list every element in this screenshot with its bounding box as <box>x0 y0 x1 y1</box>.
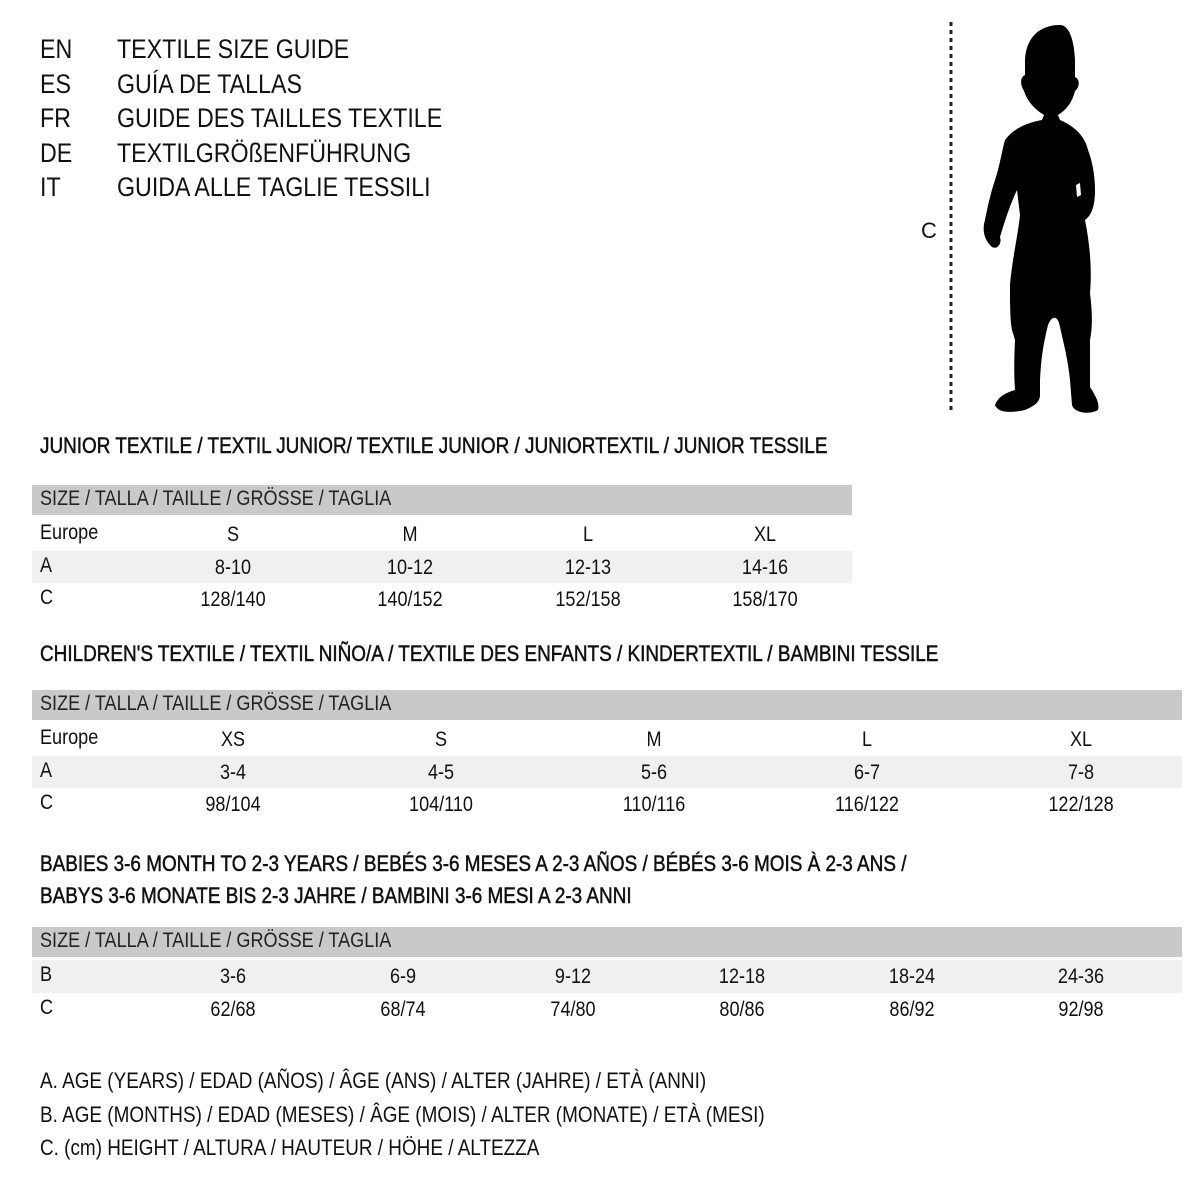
table-cell: 86/92 <box>889 997 935 1021</box>
section-heading: JUNIOR TEXTILE / TEXTIL JUNIOR/ TEXTILE … <box>40 430 956 462</box>
table-header-row: SIZE / TALLA / TAILLE / GRÖSSE / TAGLIA <box>32 485 852 515</box>
row-label: A <box>40 553 53 577</box>
table-cell: 9-12 <box>554 965 592 988</box>
table-row: C 128/140 140/152 152/158 158/170 <box>32 583 852 616</box>
table-cell: 68/74 <box>380 997 426 1021</box>
section-heading-line: BABYS 3-6 MONATE BIS 2-3 JAHRE / BAMBINI… <box>40 883 632 909</box>
table-cell: 98/104 <box>205 793 261 816</box>
table-cell: 5-6 <box>640 760 668 784</box>
table-cell: M <box>646 728 662 751</box>
table-cell: 62/68 <box>210 997 256 1021</box>
child-silhouette-icon <box>949 22 1099 413</box>
table-cell: L <box>861 728 873 751</box>
table-cell: M <box>402 523 418 546</box>
table-cell: 3-4 <box>219 760 247 784</box>
language-code: FR <box>40 103 71 133</box>
language-title: GUIDE DES TAILLES TEXTILE <box>117 103 443 133</box>
table-cell: 92/98 <box>1058 997 1104 1021</box>
table-cell: S <box>226 523 240 546</box>
language-title: GUIDA ALLE TAGLIE TESSILI <box>117 172 431 202</box>
height-measure-label: C <box>921 218 937 243</box>
table-cell: S <box>434 728 448 751</box>
section-heading: BABIES 3-6 MONTH TO 2-3 YEARS / BEBÉS 3-… <box>40 848 1048 912</box>
size-table: SIZE / TALLA / TAILLE / GRÖSSE / TAGLIA B… <box>32 927 1182 1025</box>
table-cell: 8-10 <box>214 555 252 579</box>
language-code: DE <box>40 137 73 168</box>
section-heading-line: BABIES 3-6 MONTH TO 2-3 YEARS / BEBÉS 3-… <box>40 851 907 877</box>
legend-line: A. AGE (YEARS) / EDAD (AÑOS) / ÂGE (ANS)… <box>40 1068 815 1094</box>
table-row: Europe XS S M L XL <box>32 723 1182 756</box>
table-cell: 24-36 <box>1057 965 1105 988</box>
table-cell: 158/170 <box>732 588 798 611</box>
row-label: A <box>40 758 53 782</box>
table-cell: L <box>582 523 594 546</box>
row-label: C <box>40 586 54 609</box>
table-cell: XL <box>753 523 777 546</box>
table-cell: 104/110 <box>409 793 473 816</box>
silhouette-shape <box>983 25 1099 413</box>
table-header-row: SIZE / TALLA / TAILLE / GRÖSSE / TAGLIA <box>32 927 1182 957</box>
language-code: EN <box>40 34 73 64</box>
language-title: TEXTILE SIZE GUIDE <box>117 34 350 64</box>
table-header-label: SIZE / TALLA / TAILLE / GRÖSSE / TAGLIA <box>40 929 392 952</box>
table-cell: 80/86 <box>719 997 765 1021</box>
table-header-label: SIZE / TALLA / TAILLE / GRÖSSE / TAGLIA <box>40 487 392 510</box>
table-cell: XL <box>1069 728 1093 751</box>
table-row: C 98/104 104/110 110/116 116/122 122/128 <box>32 788 1182 821</box>
table-cell: 6-7 <box>853 760 881 784</box>
table-cell: 110/116 <box>622 793 686 816</box>
section-heading: CHILDREN'S TEXTILE / TEXTIL NIÑO/A / TEX… <box>40 638 1085 670</box>
table-cell: 116/122 <box>835 793 899 816</box>
table-cell: 12-18 <box>718 965 766 988</box>
table-cell: 4-5 <box>427 760 455 784</box>
row-label: C <box>40 791 54 814</box>
table-cell: 7-8 <box>1067 760 1095 784</box>
table-header-label: SIZE / TALLA / TAILLE / GRÖSSE / TAGLIA <box>40 692 392 715</box>
legend-text: C. (cm) HEIGHT / ALTURA / HAUTEUR / HÖHE… <box>40 1135 540 1160</box>
table-header-row: SIZE / TALLA / TAILLE / GRÖSSE / TAGLIA <box>32 690 1182 720</box>
table-row: C 62/68 68/74 74/80 80/86 86/92 92/98 <box>32 993 1182 1026</box>
table-cell: 14-16 <box>741 555 789 579</box>
table-row: A 3-4 4-5 5-6 6-7 7-8 <box>32 755 1182 788</box>
language-code: ES <box>40 68 71 99</box>
table-cell: 12-13 <box>564 555 612 579</box>
legend-line: B. AGE (MONTHS) / EDAD (MESES) / ÂGE (MO… <box>40 1102 883 1128</box>
section-heading-line: JUNIOR TEXTILE / TEXTIL JUNIOR/ TEXTILE … <box>40 433 828 459</box>
table-cell: 3-6 <box>219 965 247 988</box>
table-cell: 6-9 <box>389 965 417 988</box>
legend-text: A. AGE (YEARS) / EDAD (AÑOS) / ÂGE (ANS)… <box>40 1068 707 1093</box>
table-cell: 18-24 <box>888 965 936 988</box>
row-label: Europe <box>40 521 99 544</box>
table-cell: 74/80 <box>550 997 596 1021</box>
table-row: Europe S M L XL <box>32 518 852 551</box>
table-row: A 8-10 10-12 12-13 14-16 <box>32 550 852 583</box>
legend-text: B. AGE (MONTHS) / EDAD (MESES) / ÂGE (MO… <box>40 1101 765 1127</box>
table-cell: 128/140 <box>200 588 266 611</box>
language-code: IT <box>40 172 61 202</box>
table-cell: 140/152 <box>377 588 443 611</box>
table-cell: 10-12 <box>386 555 434 579</box>
size-table: SIZE / TALLA / TAILLE / GRÖSSE / TAGLIA E… <box>32 690 1182 821</box>
table-row: B 3-6 6-9 9-12 12-18 18-24 24-36 <box>32 960 1182 993</box>
row-label: B <box>40 963 53 986</box>
row-label: Europe <box>40 726 99 749</box>
row-label: C <box>40 995 54 1019</box>
table-cell: 122/128 <box>1048 793 1114 816</box>
language-title: TEXTILGRÖßENFÜHRUNG <box>117 137 412 168</box>
table-cell: XS <box>220 728 246 751</box>
language-title: GUÍA DE TALLAS <box>117 68 302 99</box>
size-table: SIZE / TALLA / TAILLE / GRÖSSE / TAGLIA E… <box>32 485 852 616</box>
legend-line: C. (cm) HEIGHT / ALTURA / HAUTEUR / HÖHE… <box>40 1135 621 1161</box>
table-cell: 152/158 <box>555 588 621 611</box>
section-heading-line: CHILDREN'S TEXTILE / TEXTIL NIÑO/A / TEX… <box>40 641 939 667</box>
